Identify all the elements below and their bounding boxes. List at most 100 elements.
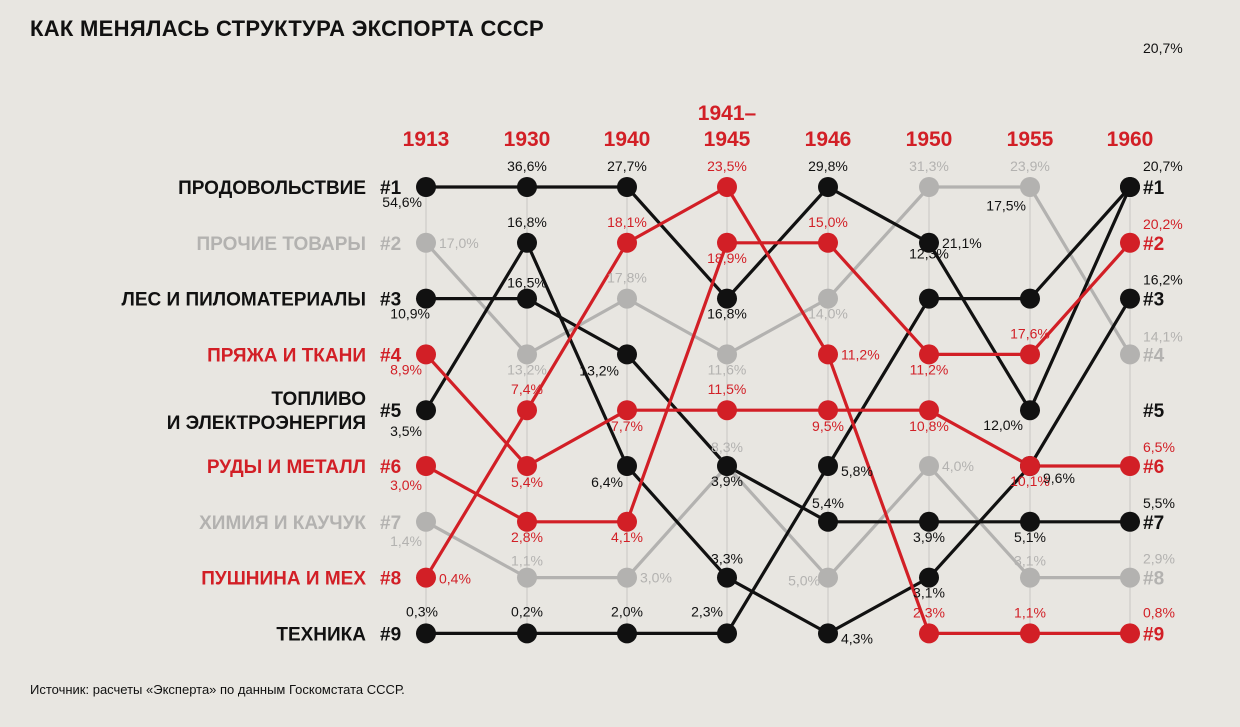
data-point-6-1950 <box>919 344 939 365</box>
rank-right-8: #8 <box>1143 569 1164 590</box>
value-label-3-1960: 5,5% <box>1143 495 1175 511</box>
data-point-6-1946 <box>818 232 838 253</box>
value-label-1-1955: 12,0% <box>983 417 1023 433</box>
data-point-9-1960 <box>1120 177 1140 197</box>
data-point-1-1913 <box>416 177 436 197</box>
data-point-4-1941–1945 <box>717 400 737 421</box>
value-label-9-1930: 0,2% <box>511 603 543 619</box>
data-point-3-1960 <box>1120 511 1140 532</box>
value-label-1-1913: 54,6% <box>382 194 422 210</box>
value-label-3-1950: 3,9% <box>913 529 945 545</box>
rank-left-5: #5 <box>380 401 402 422</box>
data-point-6-1913 <box>416 456 436 476</box>
data-point-9-1913 <box>416 623 436 644</box>
year-label-1940: 1940 <box>604 128 651 151</box>
data-point-7-1955 <box>1020 567 1040 588</box>
value-label-7-1913: 1,4% <box>390 533 422 549</box>
data-point-2-1960 <box>1120 344 1140 365</box>
value-label-2-1930: 13,2% <box>507 361 547 377</box>
series-line-2 <box>424 185 1132 356</box>
value-label-7-1950: 4,0% <box>942 458 974 474</box>
value-label-2-1955: 23,9% <box>1010 158 1050 174</box>
year-label-1955: 1955 <box>1007 128 1054 151</box>
data-point-3-1950 <box>919 511 939 532</box>
value-label-8-1950: 2,3% <box>913 604 945 620</box>
value-label-4-1940: 7,7% <box>611 418 643 434</box>
value-label-9-1955: 17,5% <box>986 198 1026 214</box>
data-point-1-1940 <box>617 177 637 197</box>
value-label-7-1941–1945: 8,3% <box>711 439 743 455</box>
data-point-7-1950 <box>919 456 939 476</box>
data-point-3-1955 <box>1020 511 1040 532</box>
value-label-1-1950: 21,1% <box>942 235 982 251</box>
data-point-4-1946 <box>818 400 838 421</box>
data-point-4-1960 <box>1120 456 1140 476</box>
series-line-5 <box>424 241 1132 636</box>
value-label-8-1930: 7,4% <box>511 381 543 397</box>
data-point-3-1941–1945 <box>717 456 737 476</box>
data-point-7-1930 <box>517 567 537 588</box>
value-label-7-1946: 5,0% <box>788 573 820 589</box>
data-point-6-1940 <box>617 511 637 532</box>
data-point-8-1946 <box>818 344 838 365</box>
data-point-2-1913 <box>416 232 436 253</box>
rank-left-4: #4 <box>380 345 402 366</box>
value-label-9-1941–1945: 2,3% <box>691 603 723 619</box>
value-label-6-1950: 11,2% <box>910 361 949 377</box>
rank-left-3: #3 <box>380 290 401 311</box>
series-points <box>416 177 1140 644</box>
category-label-1: ПРОДОВОЛЬСТВИЕ <box>178 178 366 199</box>
value-label-3-1940: 13,2% <box>579 362 619 378</box>
value-label-8-1940: 18,1% <box>607 214 647 230</box>
data-point-8-1950 <box>919 623 939 644</box>
value-labels: 54,6% 36,6% 27,7% 16,8% 29,8% 21,1% 12,0% 20,7%… <box>382 40 1182 646</box>
rank-left-8: #8 <box>380 569 401 590</box>
rank-left-1: #1 <box>380 178 402 199</box>
data-point-7-1960 <box>1120 567 1140 588</box>
value-label-4-1960: 6,5% <box>1143 439 1175 455</box>
year-label-1950: 1950 <box>906 128 953 151</box>
data-point-1-1946 <box>818 177 838 197</box>
rank-right-6: #6 <box>1143 457 1164 478</box>
data-point-4-1955 <box>1020 456 1040 476</box>
value-label-4-1941–1945: 11,5% <box>708 381 747 397</box>
data-point-5-1960 <box>1120 288 1140 309</box>
data-point-6-1941–1945 <box>717 232 737 253</box>
value-label-4-1950: 10,8% <box>909 418 949 434</box>
value-label-3-1913: 10,9% <box>390 306 430 322</box>
value-label-1-1946: 29,8% <box>808 158 848 174</box>
value-label-7-1960: 2,9% <box>1143 551 1175 567</box>
value-label-6-1941–1945: 18,9% <box>707 250 747 266</box>
value-label-5-1950: 3,1% <box>913 585 945 601</box>
category-label-7: ХИМИЯ И КАУЧУК <box>199 513 366 534</box>
series-line-8 <box>424 185 1130 636</box>
value-label-9-1913: 0,3% <box>406 603 438 619</box>
value-label-8-1941–1945: 23,5% <box>707 158 747 174</box>
data-point-4-1930 <box>517 456 537 476</box>
series-line-3 <box>426 297 1130 524</box>
series-line-6 <box>425 241 1132 524</box>
category-label-3: ЛЕС И ПИЛОМАТЕРИАЛЫ <box>122 290 366 311</box>
value-label-7-1930: 1,1% <box>511 553 543 569</box>
value-label-1-1941–1945: 16,8% <box>707 306 747 322</box>
data-point-2-1940 <box>617 288 637 309</box>
value-label-6-1940: 4,1% <box>611 529 643 545</box>
value-label-9-1950: 12,3% <box>909 246 949 262</box>
data-point-9-1955 <box>1020 288 1040 309</box>
value-label-6-1913: 3,0% <box>390 477 422 493</box>
value-label-8-1955: 1,1% <box>1014 604 1046 620</box>
value-label-1-1940: 27,7% <box>607 158 647 174</box>
value-label-2-1941–1945: 11,6% <box>708 361 747 377</box>
data-point-9-1950 <box>919 288 939 309</box>
value-label-5-1930: 16,8% <box>507 214 547 230</box>
year-label-1946: 1946 <box>805 128 852 151</box>
series-line-4 <box>424 353 1130 468</box>
data-point-7-1913 <box>416 511 436 532</box>
data-point-7-1946 <box>818 567 838 588</box>
rank-left-9: #9 <box>380 624 401 645</box>
rank-labels: #1 #2 #3 #4 #5 #6 #7 #8 #9 #1 #2 #3 #4 #5 #6 #7 #8 #9 <box>380 178 1165 645</box>
data-point-1-1950 <box>919 232 939 253</box>
value-label-2-1946: 14,0% <box>808 306 848 322</box>
rank-right-7: #7 <box>1143 513 1164 534</box>
